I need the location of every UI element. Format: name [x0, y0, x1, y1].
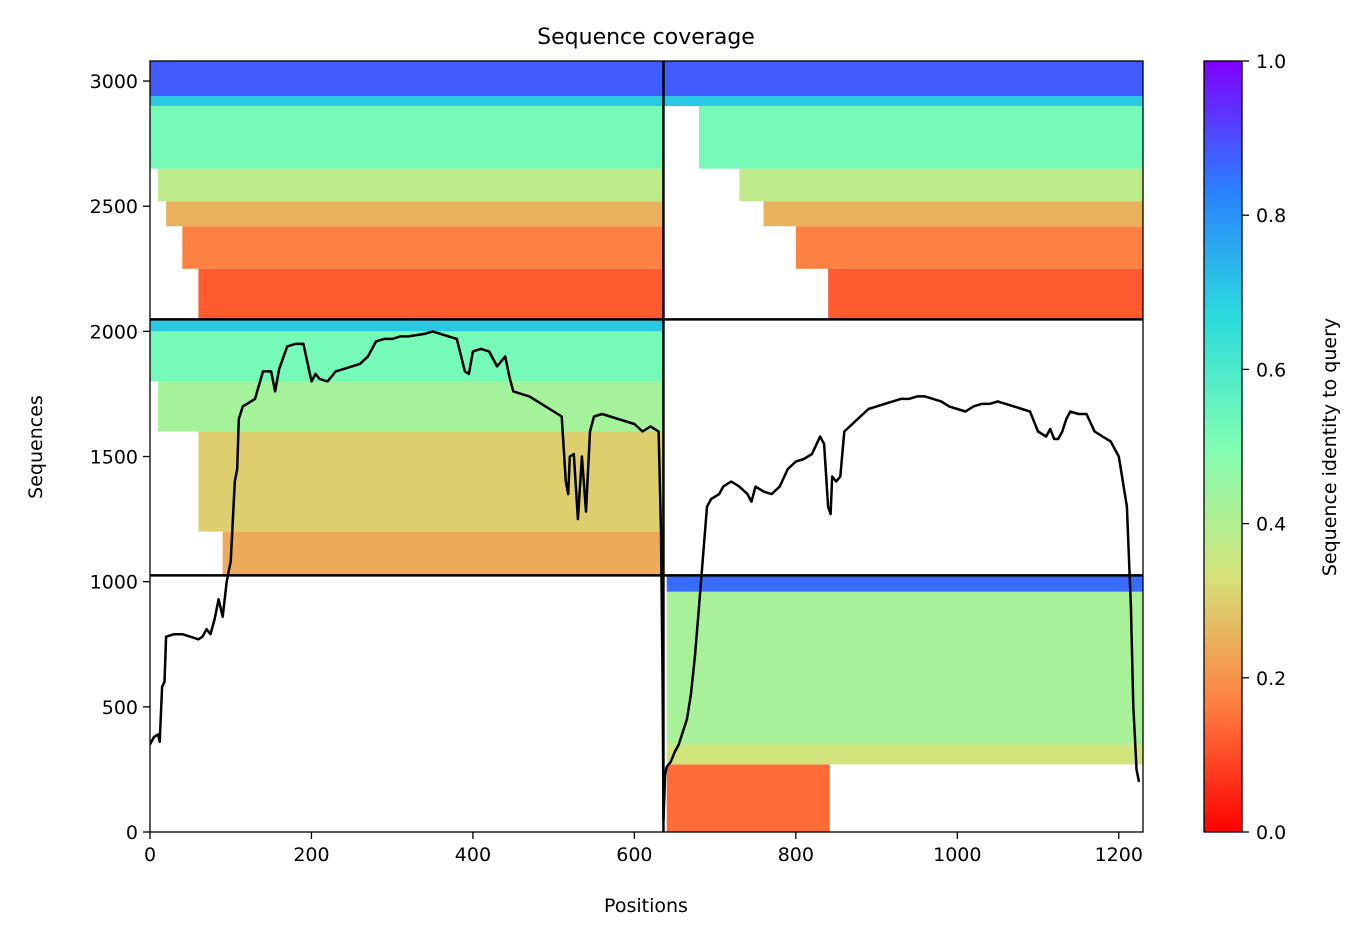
plot-frame	[149, 60, 1144, 833]
identity-band	[663, 96, 1143, 107]
identity-band	[763, 201, 1143, 227]
x-tick-label: 600	[616, 844, 652, 866]
identity-band	[666, 591, 1143, 745]
colorbar-tick-label: 0.4	[1256, 514, 1286, 536]
identity-band	[198, 268, 664, 320]
colorbar-gradient	[1203, 60, 1243, 833]
identity-band	[666, 575, 1143, 592]
x-tick-label: 1200	[1095, 844, 1143, 866]
x-tick-label: 1000	[933, 844, 981, 866]
x-axis-label: Positions	[604, 895, 688, 917]
identity-band	[150, 319, 664, 332]
y-axis-ticks: 0 500 1000 1500 2000 2500 3000	[90, 71, 150, 844]
y-tick-label: 2500	[90, 196, 138, 218]
identity-band	[182, 226, 664, 269]
x-tick-label: 400	[455, 844, 491, 866]
identity-band	[698, 106, 1143, 169]
identity-band	[158, 381, 664, 432]
y-tick-label: 0	[126, 822, 138, 844]
y-tick-label: 1000	[90, 572, 138, 594]
colorbar-tick-label: 0.0	[1256, 822, 1286, 844]
identity-band	[739, 168, 1143, 202]
chart-title: Sequence coverage	[537, 25, 755, 50]
identity-band	[666, 764, 830, 832]
identity-band	[150, 61, 664, 97]
x-tick-label: 0	[144, 844, 156, 866]
identity-band	[663, 61, 1143, 97]
plot-area	[150, 61, 1143, 832]
y-tick-label: 500	[102, 697, 138, 719]
colorbar-tick-label: 0.2	[1256, 668, 1286, 690]
identity-band	[158, 168, 664, 202]
x-tick-label: 800	[778, 844, 814, 866]
y-axis-label: Sequences	[25, 395, 47, 499]
block-middle-left	[150, 319, 664, 576]
identity-band	[150, 106, 664, 169]
colorbar-label: Sequence identity to query	[1319, 318, 1341, 576]
colorbar-tick-label: 0.6	[1256, 359, 1286, 381]
x-axis-ticks: 0 200 400 600 800 1000 1200	[144, 832, 1143, 866]
y-tick-label: 1500	[90, 447, 138, 469]
identity-band	[795, 226, 1143, 269]
y-tick-label: 3000	[90, 71, 138, 93]
y-tick-label: 2000	[90, 321, 138, 343]
identity-band	[222, 531, 664, 576]
identity-bands	[150, 61, 1143, 832]
block-top-left	[150, 61, 664, 320]
coverage-line	[150, 330, 1141, 821]
colorbar-tick-label: 0.8	[1256, 205, 1286, 227]
identity-band	[198, 431, 664, 532]
identity-band	[166, 201, 664, 227]
block-bottom-right	[666, 575, 1143, 832]
block-top-right	[663, 61, 1143, 320]
identity-band	[150, 96, 664, 107]
identity-band	[828, 268, 1143, 320]
x-tick-label: 200	[293, 844, 329, 866]
identity-band	[150, 331, 664, 382]
colorbar: 0.0 0.2 0.4 0.6 0.8 1.0 Sequence identity to …	[1203, 51, 1341, 844]
identity-band	[666, 744, 1143, 765]
colorbar-ticks: 0.0 0.2 0.4 0.6 0.8 1.0	[1242, 51, 1286, 844]
colorbar-tick-label: 1.0	[1256, 51, 1286, 73]
